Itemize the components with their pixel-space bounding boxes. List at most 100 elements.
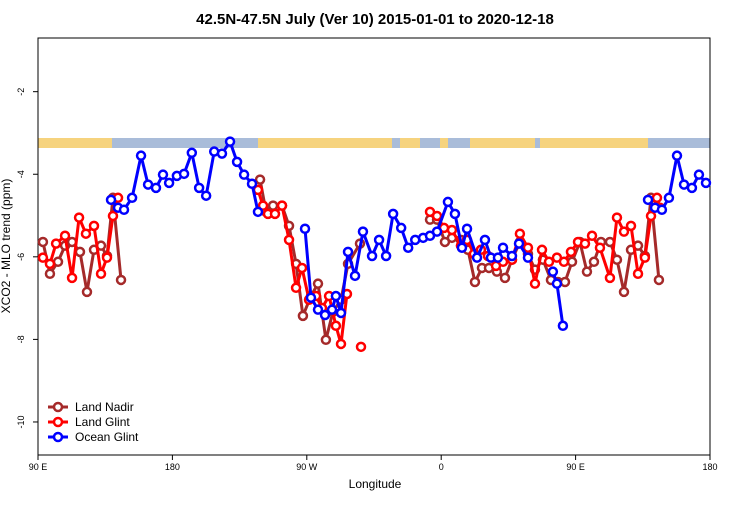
data-point xyxy=(163,177,175,189)
data-point xyxy=(565,246,577,258)
legend-item: Ocean Glint xyxy=(48,430,139,444)
data-point xyxy=(305,292,317,303)
y-tick-label: -4 xyxy=(16,170,26,178)
data-point xyxy=(651,192,663,204)
data-point xyxy=(118,204,130,216)
data-point xyxy=(216,148,228,159)
data-point xyxy=(449,208,461,220)
data-point xyxy=(686,182,698,194)
y-tick-label: -8 xyxy=(16,335,26,343)
data-point xyxy=(115,274,127,286)
legend-label: Land Nadir xyxy=(75,400,134,414)
data-point xyxy=(625,220,637,232)
plot-frame xyxy=(37,37,711,456)
y-tick-label: -10 xyxy=(16,415,26,428)
data-point xyxy=(558,256,570,268)
legend-item: Land Nadir xyxy=(48,400,134,414)
data-point xyxy=(95,268,107,279)
land-strip xyxy=(470,138,535,148)
x-tick-label: 90 W xyxy=(296,462,318,472)
data-point xyxy=(618,226,630,237)
legend-marker xyxy=(52,416,64,428)
data-point xyxy=(514,228,526,239)
y-axis-title: XCO2 - MLO trend (ppm) xyxy=(0,179,13,314)
data-point xyxy=(543,256,555,268)
data-point xyxy=(224,136,236,147)
data-point xyxy=(319,309,331,321)
data-point xyxy=(639,252,651,263)
data-point xyxy=(618,286,630,298)
data-point xyxy=(178,168,190,180)
data-point xyxy=(335,307,347,319)
chart-title: 42.5N-47.5N July (Ver 10) 2015-01-01 to … xyxy=(196,11,554,28)
data-point xyxy=(74,246,86,258)
x-tick-label: 180 xyxy=(165,462,180,472)
data-point xyxy=(150,182,162,194)
data-point xyxy=(101,252,113,263)
data-point xyxy=(693,169,705,180)
data-point xyxy=(299,223,311,234)
y-tick-label: -2 xyxy=(16,88,26,96)
land-strip xyxy=(400,138,420,148)
data-point xyxy=(611,254,623,265)
data-point xyxy=(330,320,342,332)
data-point xyxy=(431,210,443,222)
data-point xyxy=(283,234,295,246)
data-point xyxy=(80,228,92,239)
data-point xyxy=(73,212,85,223)
legend-label: Land Glint xyxy=(75,415,130,429)
data-point xyxy=(276,200,288,211)
data-point xyxy=(81,286,93,298)
legend-marker xyxy=(52,431,64,443)
data-point xyxy=(193,182,205,194)
data-point xyxy=(497,242,509,253)
data-point xyxy=(105,194,117,206)
legend-item: Land Glint xyxy=(48,415,130,429)
y-tick-label: -6 xyxy=(16,253,26,261)
data-point xyxy=(700,177,712,189)
data-point xyxy=(506,250,518,262)
data-point xyxy=(366,250,378,262)
data-point xyxy=(431,226,443,237)
data-point xyxy=(312,278,324,289)
data-point xyxy=(604,272,616,284)
data-point xyxy=(656,204,668,216)
data-point xyxy=(231,156,243,168)
data-point xyxy=(513,238,525,249)
data-point xyxy=(559,276,571,288)
x-tick-label: 0 xyxy=(439,462,444,472)
x-axis-title: Longitude xyxy=(349,477,402,491)
data-point xyxy=(269,208,281,220)
data-point xyxy=(492,252,504,263)
data-point xyxy=(671,150,683,161)
data-point xyxy=(522,252,534,263)
data-point xyxy=(536,244,548,256)
data-point xyxy=(547,266,559,277)
data-point xyxy=(186,147,198,159)
legend-label: Ocean Glint xyxy=(75,430,139,444)
data-point xyxy=(442,196,454,208)
data-point xyxy=(357,226,369,237)
data-point xyxy=(522,242,534,253)
data-point xyxy=(126,192,138,204)
land-strip xyxy=(540,138,648,148)
data-point xyxy=(499,272,511,284)
data-point xyxy=(551,278,563,289)
data-point xyxy=(297,310,309,322)
data-point xyxy=(44,258,56,270)
data-point xyxy=(37,236,49,248)
data-point xyxy=(581,266,593,277)
data-point xyxy=(586,230,598,242)
data-point xyxy=(59,230,71,242)
data-point xyxy=(37,252,49,263)
data-point xyxy=(52,256,64,268)
data-point xyxy=(335,338,347,350)
data-point xyxy=(663,192,675,204)
x-tick-label: 90 E xyxy=(29,462,48,472)
data-point xyxy=(267,200,279,211)
data-point xyxy=(355,341,367,353)
data-point xyxy=(135,150,147,161)
data-point xyxy=(557,320,569,332)
data-point xyxy=(645,210,657,222)
